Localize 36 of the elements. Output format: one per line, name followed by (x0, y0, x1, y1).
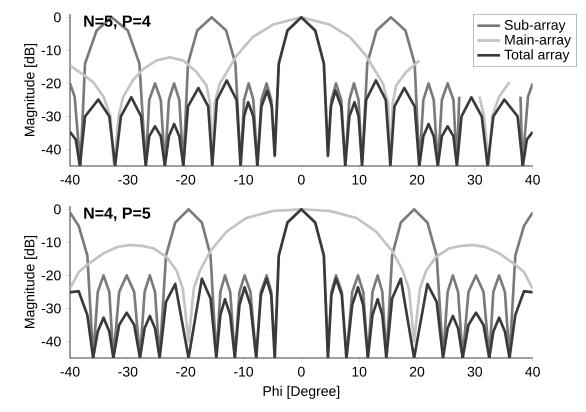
annotation: N=5, P=4 (84, 16, 151, 30)
y-tick-label: -10 (42, 237, 61, 248)
y-tick-label: -40 (42, 144, 61, 154)
x-axis-title: Phi [Degree] (264, 386, 340, 399)
x-tick-label: 0 (298, 174, 305, 185)
x-tick-label: -20 (176, 174, 196, 185)
x-tick-label: 30 (468, 174, 482, 185)
y-tick-label: -20 (42, 78, 61, 88)
legend-label: Main-array (505, 34, 571, 48)
y-tick-label: -20 (42, 270, 61, 280)
x-tick-label: -40 (60, 174, 80, 185)
x-tick-label: 10 (352, 174, 366, 185)
x-tick-label: 0 (298, 366, 305, 377)
x-tick-label: -10 (234, 174, 254, 185)
x-tick-label: 20 (410, 174, 424, 185)
y-tick-label: -10 (42, 45, 61, 56)
x-tick-label: 40 (525, 174, 540, 185)
annotation: N=4, P=5 (84, 208, 150, 222)
x-tick-label: 40 (525, 366, 540, 377)
y-axis-title: Magnitude [dB] (24, 236, 38, 328)
x-tick-label: -20 (176, 366, 196, 377)
x-tick-label: -40 (60, 366, 80, 377)
x-tick-label: -30 (118, 366, 138, 377)
y-tick-label: -30 (42, 303, 61, 314)
x-tick-label: 10 (352, 366, 366, 377)
x-tick-label: 30 (468, 366, 482, 377)
y-tick-label: -40 (42, 336, 61, 346)
x-tick-label: -10 (234, 366, 254, 377)
y-tick-label: 0 (54, 12, 61, 22)
y-axis-title: Magnitude [dB] (24, 44, 38, 136)
legend-label: Sub-array (504, 20, 566, 33)
legend-label: Total array (504, 49, 570, 62)
x-tick-label: 20 (410, 366, 424, 377)
y-tick-label: 0 (54, 204, 61, 214)
x-tick-label: -30 (118, 174, 138, 185)
y-tick-label: -30 (42, 111, 61, 122)
